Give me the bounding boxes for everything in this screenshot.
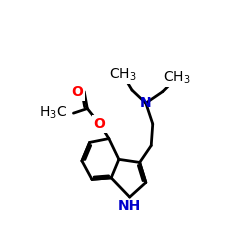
Text: O: O <box>71 84 83 98</box>
Text: NH: NH <box>118 200 141 213</box>
Text: CH$_3$: CH$_3$ <box>163 70 190 86</box>
Text: N: N <box>140 96 152 110</box>
Text: O: O <box>94 117 106 131</box>
Text: H$_3$C: H$_3$C <box>39 105 67 121</box>
Text: CH$_3$: CH$_3$ <box>109 66 136 83</box>
